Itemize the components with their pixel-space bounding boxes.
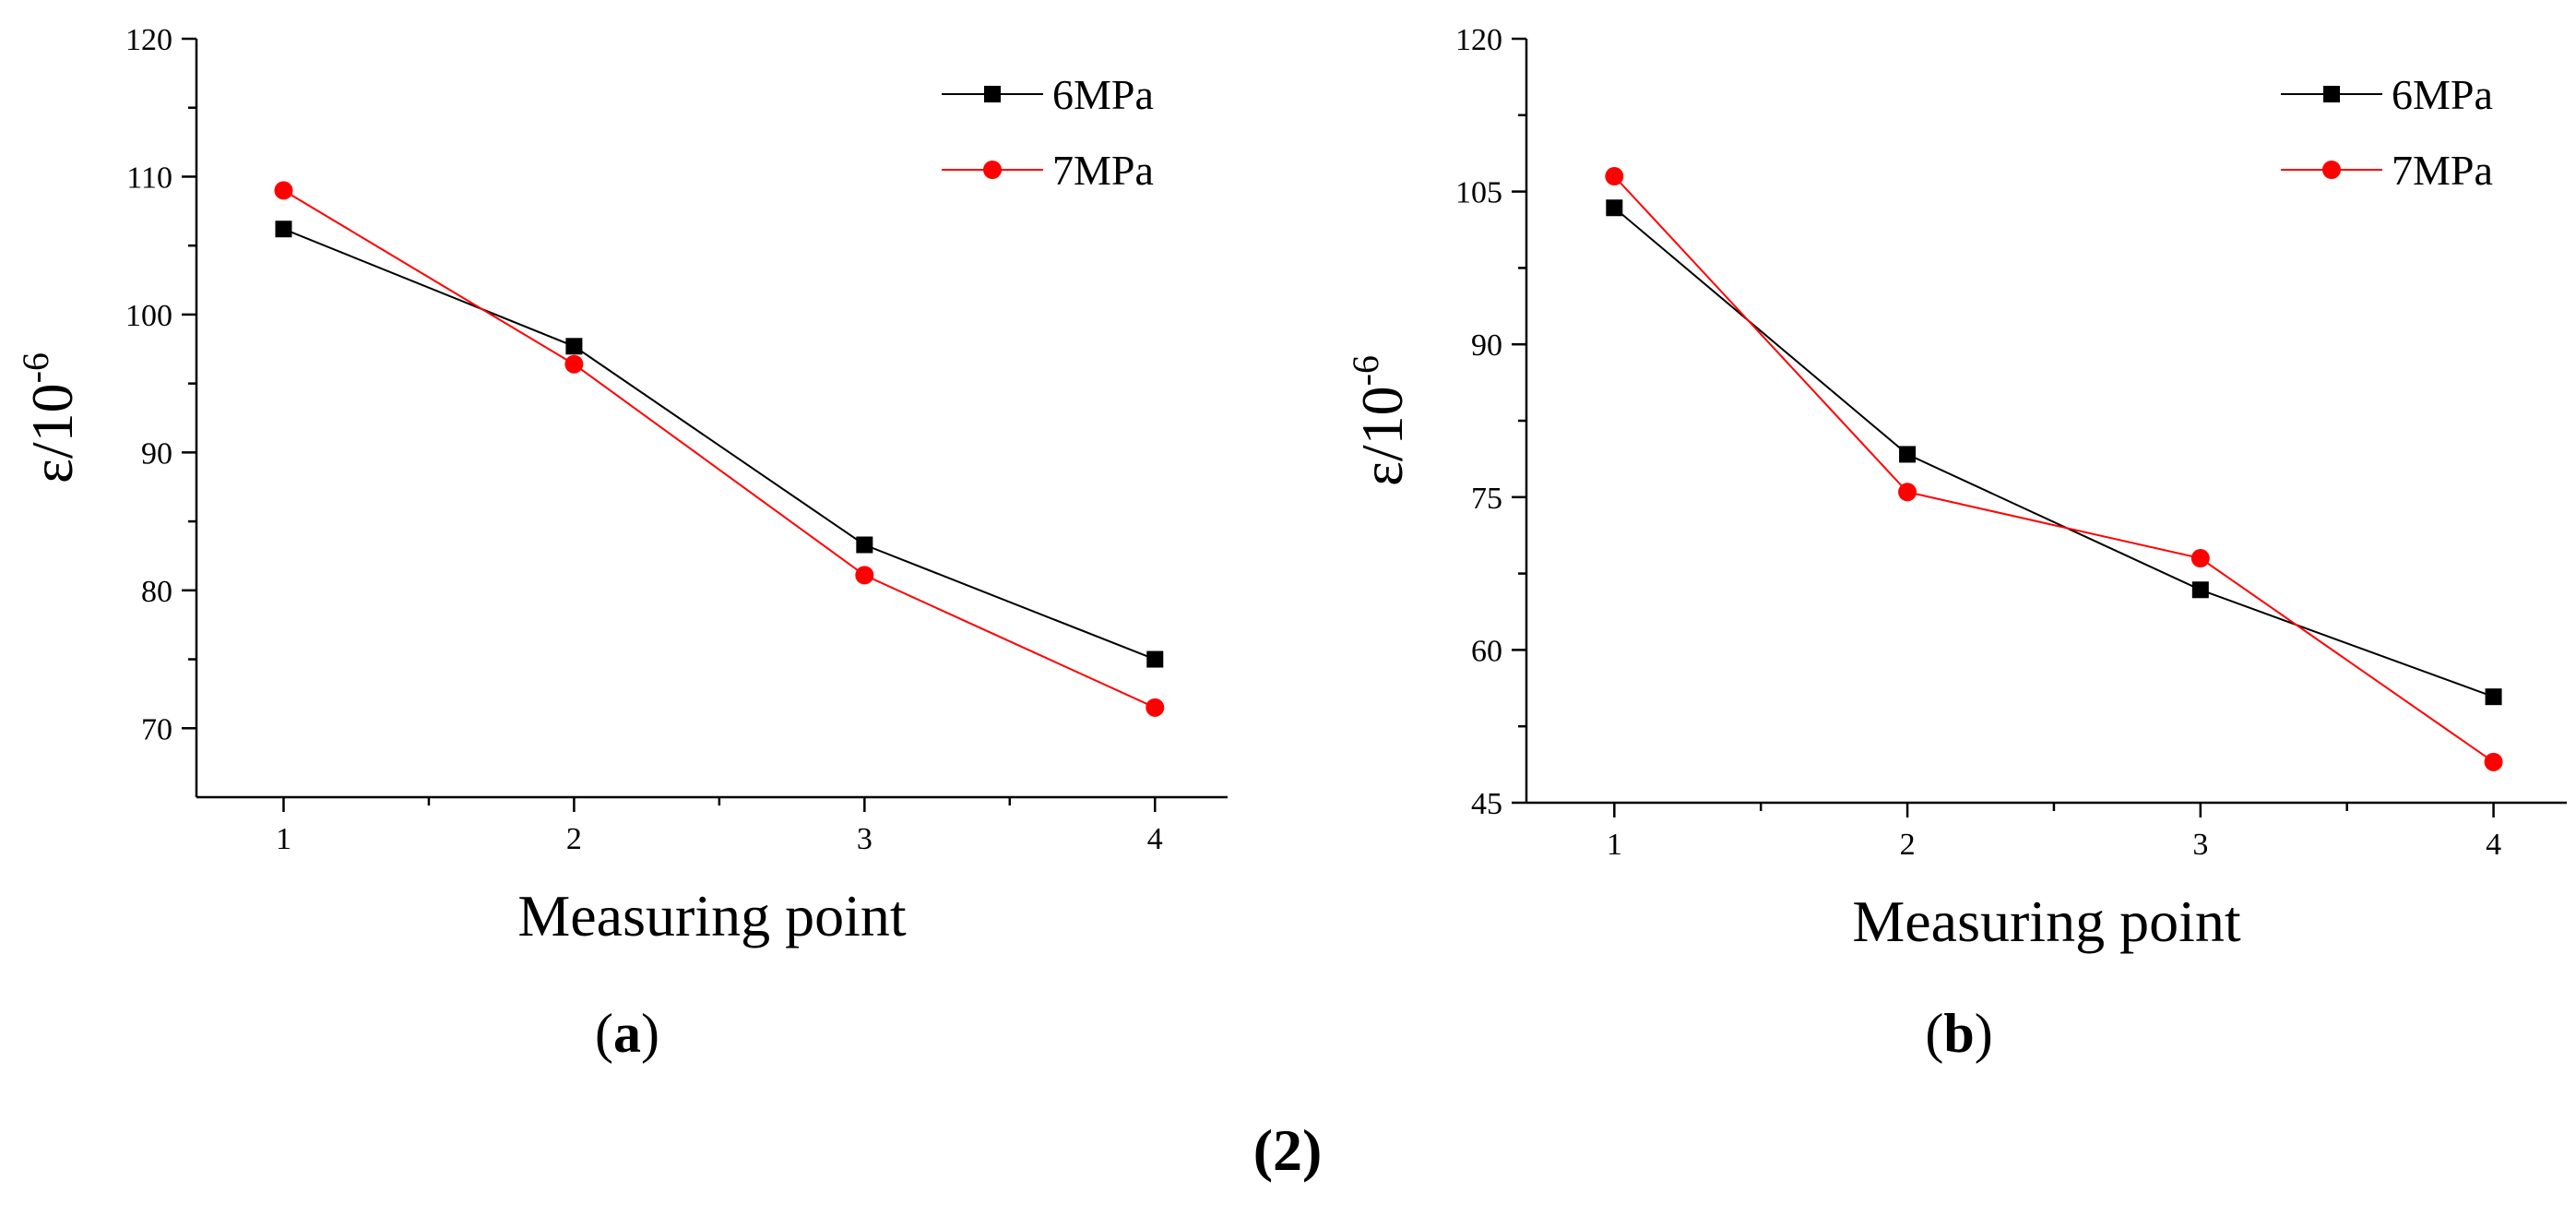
panel-label-close: ) xyxy=(1975,1003,1993,1064)
y-tick-label: 120 xyxy=(1455,23,1502,57)
data-point-7MPa xyxy=(1605,167,1624,186)
y-tick-label: 90 xyxy=(1471,328,1502,363)
data-point-7MPa xyxy=(2190,549,2210,568)
x-tick-label: 3 xyxy=(857,822,873,856)
x-tick-label: 1 xyxy=(1607,828,1622,862)
x-axis-title: Measuring point xyxy=(1852,889,2241,954)
panel-label-close: ) xyxy=(641,1003,659,1064)
y-tick-label: 120 xyxy=(125,23,172,57)
series-line-6MPa xyxy=(283,228,1156,661)
y-axis-title-base: ε/10 xyxy=(19,383,85,483)
data-point-7MPa xyxy=(855,566,874,585)
data-point-6MPa xyxy=(565,338,583,355)
data-point-6MPa xyxy=(2191,581,2209,599)
x-tick-label: 2 xyxy=(1900,828,1916,862)
data-point-6MPa xyxy=(1146,650,1164,668)
legend-marker-7MPa xyxy=(2322,161,2341,179)
y-tick-label: 60 xyxy=(1471,634,1502,668)
figure-label: (2) xyxy=(1253,1117,1323,1183)
y-axis-title-superscript: -6 xyxy=(15,352,56,383)
y-axis-title-base: ε/10 xyxy=(1349,386,1415,486)
y-axis-title: ε/10-6 xyxy=(1345,355,1415,486)
data-point-7MPa xyxy=(1898,483,1917,502)
panel-label-letter: a xyxy=(613,1003,641,1064)
y-tick-label: 75 xyxy=(1471,482,1502,516)
legend-marker-7MPa xyxy=(983,161,1002,179)
data-point-6MPa xyxy=(1606,199,1623,217)
y-tick-label: 105 xyxy=(1455,176,1502,210)
x-tick-label: 4 xyxy=(2486,828,2501,862)
data-point-6MPa xyxy=(275,221,292,238)
panel-label: (a) xyxy=(595,1003,659,1064)
x-tick-label: 2 xyxy=(566,822,582,856)
y-tick-label: 90 xyxy=(141,436,172,471)
data-point-7MPa xyxy=(274,181,293,200)
panel-label-letter: b xyxy=(1943,1003,1974,1064)
legend-label-6MPa: 6MPa xyxy=(1052,71,1154,118)
legend-marker-6MPa xyxy=(2323,86,2340,102)
panel-label-open: ( xyxy=(595,1003,613,1064)
data-point-6MPa xyxy=(2485,688,2502,706)
y-tick-label: 80 xyxy=(141,575,172,609)
chart-panel-a: 70 80 90 100 110 120 1 2 3 4 Measuring point ε/10-6… xyxy=(15,23,1228,1064)
y-tick-label: 45 xyxy=(1471,787,1502,821)
x-tick-label: 4 xyxy=(1147,822,1163,856)
x-tick-label: 3 xyxy=(2192,828,2208,862)
legend-label-7MPa: 7MPa xyxy=(1052,147,1154,194)
legend-label-7MPa: 7MPa xyxy=(2392,147,2493,194)
x-tick-label: 1 xyxy=(276,822,291,856)
legend-marker-6MPa xyxy=(984,86,1001,102)
data-point-7MPa xyxy=(2484,752,2503,771)
chart-panel-b: 45 60 75 90 105 120 1 2 3 4 Measuring point ε/10-6 6… xyxy=(1345,23,2567,1064)
legend-label-6MPa: 6MPa xyxy=(2392,71,2493,118)
data-point-7MPa xyxy=(564,354,584,374)
y-tick-label: 100 xyxy=(125,299,172,333)
panel-label-open: ( xyxy=(1925,1003,1943,1064)
data-point-6MPa xyxy=(1899,446,1917,463)
y-axis-title: ε/10-6 xyxy=(15,352,85,483)
y-tick-label: 110 xyxy=(126,161,172,195)
y-axis-title-superscript: -6 xyxy=(1345,355,1386,386)
x-axis-title: Measuring point xyxy=(517,883,907,948)
series-line-7MPa xyxy=(282,189,1156,709)
y-tick-label: 70 xyxy=(141,712,172,746)
data-point-7MPa xyxy=(1146,698,1165,717)
series-line-6MPa xyxy=(1613,207,2494,698)
panel-label: (b) xyxy=(1925,1003,1992,1064)
data-point-6MPa xyxy=(856,536,873,554)
series-line-7MPa xyxy=(1613,175,2495,763)
